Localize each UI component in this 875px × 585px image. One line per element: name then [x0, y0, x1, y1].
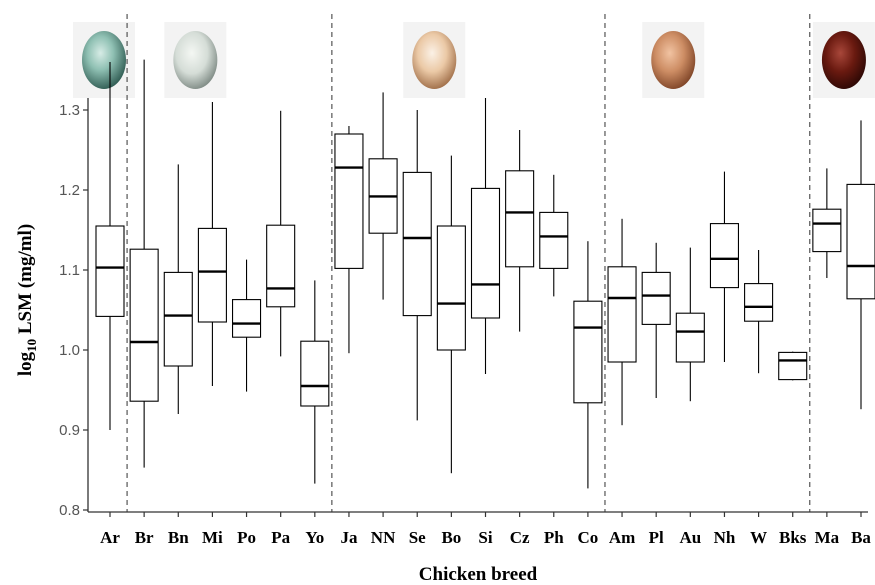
iqr-box: [231, 299, 262, 338]
x-tick-label: Se: [409, 528, 426, 547]
x-tick-label: Cz: [510, 528, 530, 547]
x-tick-label: Bn: [168, 528, 189, 547]
box-am: [607, 218, 637, 426]
x-tick-label: Am: [609, 528, 635, 547]
iqr-box: [436, 225, 466, 351]
box-ph: [539, 174, 569, 297]
box-ja: [334, 126, 364, 354]
box-ar: [95, 62, 125, 430]
box-co: [573, 241, 603, 489]
box-se: [402, 110, 432, 421]
x-tick-label: Co: [578, 528, 599, 547]
x-axis-category-labels: Ar Br Bn Mi Po Pa Yo Ja NN Se Bo Si Cz Ph Co Am Pl Au Nh W B…: [100, 512, 871, 547]
iqr-box: [846, 183, 875, 300]
egg-shape: [821, 31, 866, 89]
box-nh: [709, 171, 740, 362]
x-tick-label: Ja: [340, 528, 358, 547]
blue-green-egg-image: [73, 22, 135, 98]
x-tick-label: Ma: [815, 528, 840, 547]
box-au: [675, 247, 705, 402]
box-yo: [300, 280, 330, 484]
egg-shape: [82, 31, 126, 89]
light-brown-egg-image: [642, 22, 705, 98]
iqr-box: [197, 227, 227, 323]
x-tick-label: Si: [478, 528, 492, 547]
x-tick-label: Ar: [100, 528, 120, 547]
x-tick-label: Ph: [544, 528, 564, 547]
iqr-box: [607, 266, 637, 363]
x-tick-label: NN: [371, 528, 396, 547]
box-bn: [163, 164, 193, 414]
iqr-box: [539, 211, 569, 269]
box-w: [744, 250, 774, 374]
box-po: [231, 259, 262, 392]
box-ma: [812, 168, 842, 278]
box-ba: [846, 120, 875, 410]
white-green-egg-image: [164, 22, 227, 98]
y-axis-title-subscript: 10: [24, 339, 39, 352]
box-br: [129, 59, 159, 468]
iqr-box: [300, 340, 330, 407]
cream-egg-image: [403, 22, 466, 98]
x-tick-label: Ba: [851, 528, 871, 547]
iqr-box: [163, 271, 193, 367]
iqr-box: [744, 283, 774, 322]
x-tick-label: Pl: [649, 528, 664, 547]
y-tick-label: 0.8: [59, 502, 80, 519]
iqr-box: [641, 271, 671, 325]
box-pl: [641, 242, 671, 398]
iqr-box: [778, 351, 808, 381]
x-tick-label: Bo: [441, 528, 461, 547]
x-tick-label: Pa: [271, 528, 290, 547]
iqr-box: [505, 170, 535, 268]
x-tick-label: Au: [679, 528, 701, 547]
egg-shape: [651, 31, 696, 89]
x-tick-label: Yo: [305, 528, 324, 547]
group-dividers: [126, 14, 811, 512]
x-tick-label: W: [750, 528, 767, 547]
box-cz: [505, 130, 535, 332]
x-tick-label: Nh: [714, 528, 736, 547]
y-tick-label: 1.2: [59, 182, 80, 199]
boxes: [95, 59, 875, 489]
dark-brown-egg-image: [812, 22, 875, 98]
y-tick-label: 0.9: [59, 422, 80, 439]
box-bks: [778, 351, 808, 381]
box-pa: [266, 110, 296, 357]
iqr-box: [470, 187, 501, 319]
x-axis-title: Chicken breed: [419, 564, 538, 585]
y-axis-title-rest: LSM (mg/ml): [15, 224, 36, 339]
egg-shape: [173, 31, 218, 89]
iqr-box: [266, 224, 296, 308]
iqr-box: [709, 223, 740, 289]
iqr-box: [129, 248, 159, 402]
x-tick-label: Po: [237, 528, 256, 547]
y-axis-title: log10 LSM (mg/ml): [15, 224, 39, 376]
iqr-box: [95, 225, 125, 317]
iqr-box: [334, 133, 364, 269]
x-tick-label: Bks: [779, 528, 807, 547]
y-axis-ticks: 0.8 0.9 1.0 1.1 1.2 1.3: [59, 102, 88, 519]
iqr-box: [402, 171, 432, 317]
box-bo: [436, 155, 466, 474]
y-axis-title-log: log: [15, 351, 36, 376]
egg-shape: [412, 31, 457, 89]
box-nn: [368, 92, 398, 300]
egg-color-swatches: [73, 22, 875, 98]
x-tick-label: Br: [135, 528, 154, 547]
box-mi: [197, 102, 227, 386]
box-si: [470, 98, 501, 374]
iqr-box: [573, 300, 603, 404]
x-tick-label: Mi: [202, 528, 223, 547]
y-tick-label: 1.1: [59, 262, 80, 279]
y-tick-label: 1.0: [59, 342, 80, 359]
y-tick-label: 1.3: [59, 102, 80, 119]
iqr-box: [812, 208, 842, 253]
iqr-box: [675, 312, 705, 363]
